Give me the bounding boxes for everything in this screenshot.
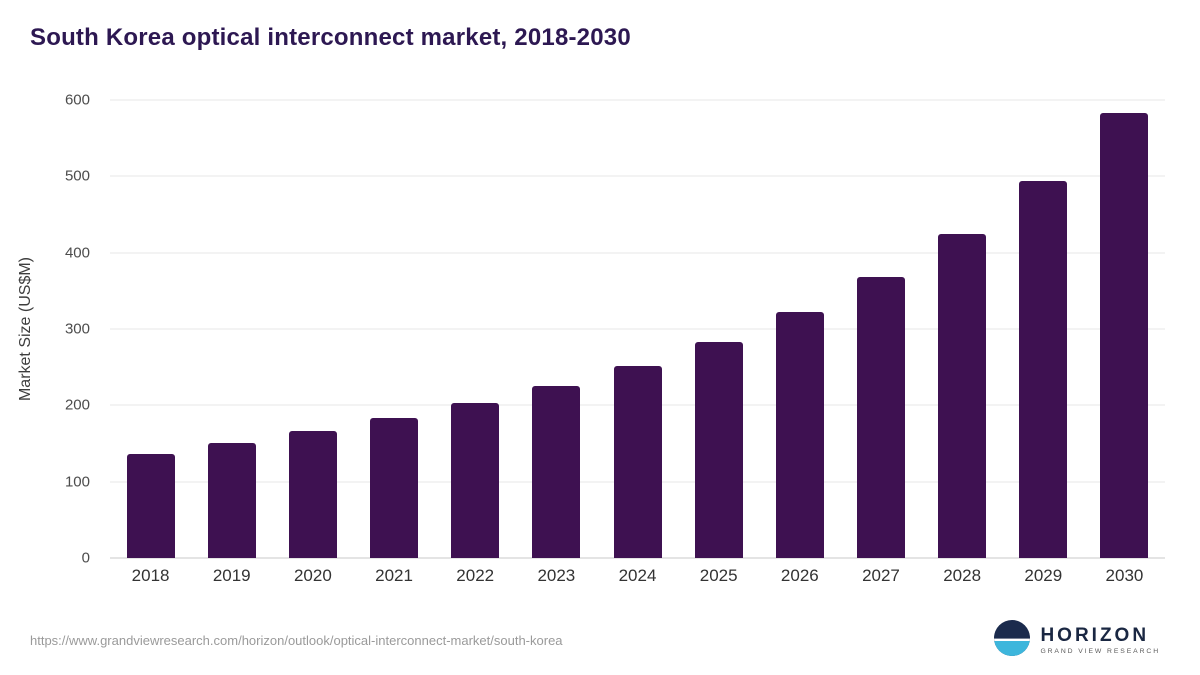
horizon-logo-title: HORIZON <box>1040 624 1150 646</box>
bar-2028 <box>938 234 987 558</box>
x-tick-label-2028: 2028 <box>943 566 982 585</box>
bar-column-2025 <box>678 100 759 558</box>
bar-2029 <box>1019 180 1068 558</box>
gridline-600 <box>110 99 1165 101</box>
x-tick-label-2020: 2020 <box>293 566 332 585</box>
horizon-logo-icon <box>994 620 1031 661</box>
x-tick-label-2027: 2027 <box>862 566 900 585</box>
x-tick-label-2030: 2030 <box>1105 566 1144 585</box>
bar-2030 <box>1100 112 1149 558</box>
bar-2025 <box>694 341 743 558</box>
bar-column-2026 <box>759 100 840 558</box>
chart-title: South Korea optical interconnect market,… <box>30 24 631 51</box>
bar-column-2023 <box>516 100 597 558</box>
y-axis-tick-labels: 0 100 200 300 400 500 600 <box>55 92 100 567</box>
y-tick-label-400: 400 <box>64 244 90 262</box>
bar-2019 <box>207 442 256 558</box>
x-tick-label-2029: 2029 <box>1024 566 1063 585</box>
gridline-400 <box>110 252 1165 254</box>
gridline-500 <box>110 175 1165 177</box>
bar-column-2019 <box>191 100 272 558</box>
source-url: https://www.grandviewresearch.com/horizo… <box>30 633 563 648</box>
bar-column-2020 <box>272 100 353 558</box>
bar-2020 <box>288 430 337 558</box>
bar-column-2027 <box>840 100 921 558</box>
bar-2027 <box>856 277 905 558</box>
bar-2024 <box>613 365 662 558</box>
y-tick-label-0: 0 <box>81 549 90 567</box>
x-tick-label-2018: 2018 <box>131 566 170 585</box>
bar-column-2030 <box>1084 100 1165 558</box>
y-axis-title: Market Size (US$M) <box>17 256 34 402</box>
y-tick-label-500: 500 <box>64 167 90 185</box>
y-tick-label-600: 600 <box>64 91 90 109</box>
plot-area <box>110 99 1165 559</box>
bar-column-2022 <box>435 100 516 558</box>
y-tick-label-100: 100 <box>64 473 90 491</box>
bar-series <box>110 100 1165 558</box>
bar-2023 <box>532 385 581 558</box>
bar-2021 <box>370 417 419 558</box>
horizon-logo: HORIZON GRAND VIEW RESEARCH <box>994 620 1160 661</box>
x-tick-label-2024: 2024 <box>618 566 657 585</box>
bar-2026 <box>775 312 824 558</box>
horizon-logo-subtitle: GRAND VIEW RESEARCH <box>1040 647 1160 655</box>
x-axis-tick-labels: 2018 2019 2020 2021 2022 2023 2024 2025 2026 2027… <box>110 566 1165 586</box>
bar-2018 <box>126 454 175 558</box>
bar-column-2021 <box>353 100 434 558</box>
x-tick-label-2022: 2022 <box>456 566 495 585</box>
x-tick-label-2021: 2021 <box>375 566 413 585</box>
x-tick-label-2026: 2026 <box>780 566 819 585</box>
x-tick-label-2019: 2019 <box>212 566 251 585</box>
x-tick-label-2023: 2023 <box>537 566 576 585</box>
y-tick-label-300: 300 <box>64 320 90 338</box>
bar-2022 <box>451 403 500 558</box>
horizon-logo-text: HORIZON GRAND VIEW RESEARCH <box>1040 626 1160 656</box>
gridline-0 <box>110 557 1165 559</box>
bar-column-2028 <box>922 100 1003 558</box>
x-tick-label-2025: 2025 <box>699 566 738 585</box>
y-tick-label-200: 200 <box>64 396 90 414</box>
bar-column-2029 <box>1003 100 1084 558</box>
bar-column-2024 <box>597 100 678 558</box>
bar-column-2018 <box>110 100 191 558</box>
gridline-300 <box>110 328 1165 330</box>
